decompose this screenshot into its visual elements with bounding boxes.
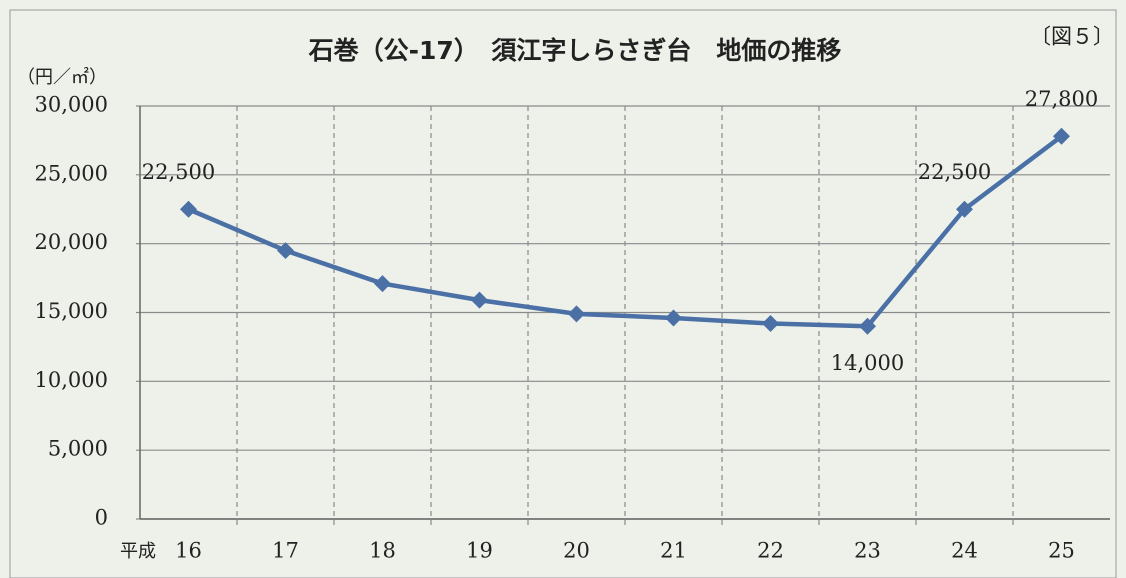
data-point xyxy=(568,305,585,323)
chart-border xyxy=(9,9,1117,578)
y-tick-label: 0 xyxy=(95,506,108,530)
y-tick-label: 30,000 xyxy=(35,93,108,117)
y-tick-label: 20,000 xyxy=(35,230,108,254)
data-line xyxy=(187,134,1063,329)
data-point xyxy=(374,275,391,293)
data-point xyxy=(956,200,973,218)
data-label: 22,500 xyxy=(918,160,991,184)
x-tick-label: 18 xyxy=(369,539,396,563)
figure-label: 〔図５〕 xyxy=(1030,25,1114,49)
x-tick-label: 17 xyxy=(272,539,299,563)
data-point xyxy=(859,317,876,335)
x-tick-label: 25 xyxy=(1048,539,1075,563)
x-tick-label: 23 xyxy=(854,539,881,563)
data-point xyxy=(665,309,682,327)
x-tick-label: 19 xyxy=(466,539,493,563)
x-tick-label: 22 xyxy=(757,539,784,563)
data-label: 14,000 xyxy=(831,351,904,375)
data-point xyxy=(180,200,197,218)
y-axis-label: （円／㎡） xyxy=(17,66,107,88)
y-tick-label: 10,000 xyxy=(35,368,108,392)
x-tick-label: 16 xyxy=(175,539,202,563)
y-tick-label: 5,000 xyxy=(48,437,108,461)
data-label: 22,500 xyxy=(142,160,215,184)
y-tick-label: 15,000 xyxy=(35,299,108,323)
y-tick-label: 25,000 xyxy=(35,161,108,185)
chart-title: 石巻（公-17） 須江字しらさぎ台 地価の推移 xyxy=(308,36,842,65)
data-label: 27,800 xyxy=(1025,87,1098,111)
data-point xyxy=(471,291,488,309)
data-point xyxy=(762,315,779,332)
x-axis-prefix: 平成 xyxy=(120,541,156,562)
x-tick-label: 20 xyxy=(563,539,590,563)
x-tick-label: 24 xyxy=(951,539,978,563)
x-tick-label: 21 xyxy=(660,539,687,563)
